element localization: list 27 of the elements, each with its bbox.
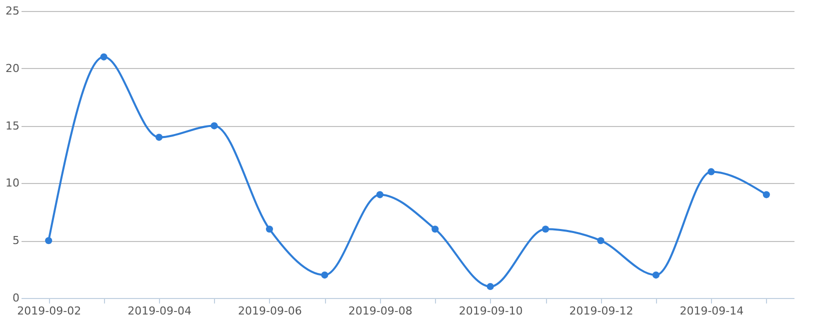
y-tick-label: 20 [6,62,20,75]
point [597,237,604,244]
x-tick-label: 2019-09-10 [458,304,523,318]
x-tick-label: 2019-09-12 [569,304,634,318]
x-tick-label: 2019-09-04 [128,304,192,318]
x-tick-label: 2019-09-06 [238,304,302,318]
y-tick-label: 0 [12,292,20,304]
point [321,272,328,279]
y-tick-label: 10 [6,176,20,190]
y-tick-label: 5 [12,234,20,248]
point [652,272,660,279]
point [486,282,494,290]
point [266,226,273,233]
point [45,237,52,244]
point [100,53,108,60]
point [376,191,384,198]
x-tick-label: 2019-09-02 [17,304,82,318]
point [542,226,550,233]
y-tick-label: 15 [6,119,20,132]
point [432,226,439,233]
point [156,134,163,141]
y-tick-label: 25 [6,4,20,18]
x-tick-label: 2019-09-14 [680,304,744,318]
x-tick-label: 2019-09-08 [348,304,412,318]
point [210,122,218,130]
point [708,168,715,176]
point [762,191,770,198]
